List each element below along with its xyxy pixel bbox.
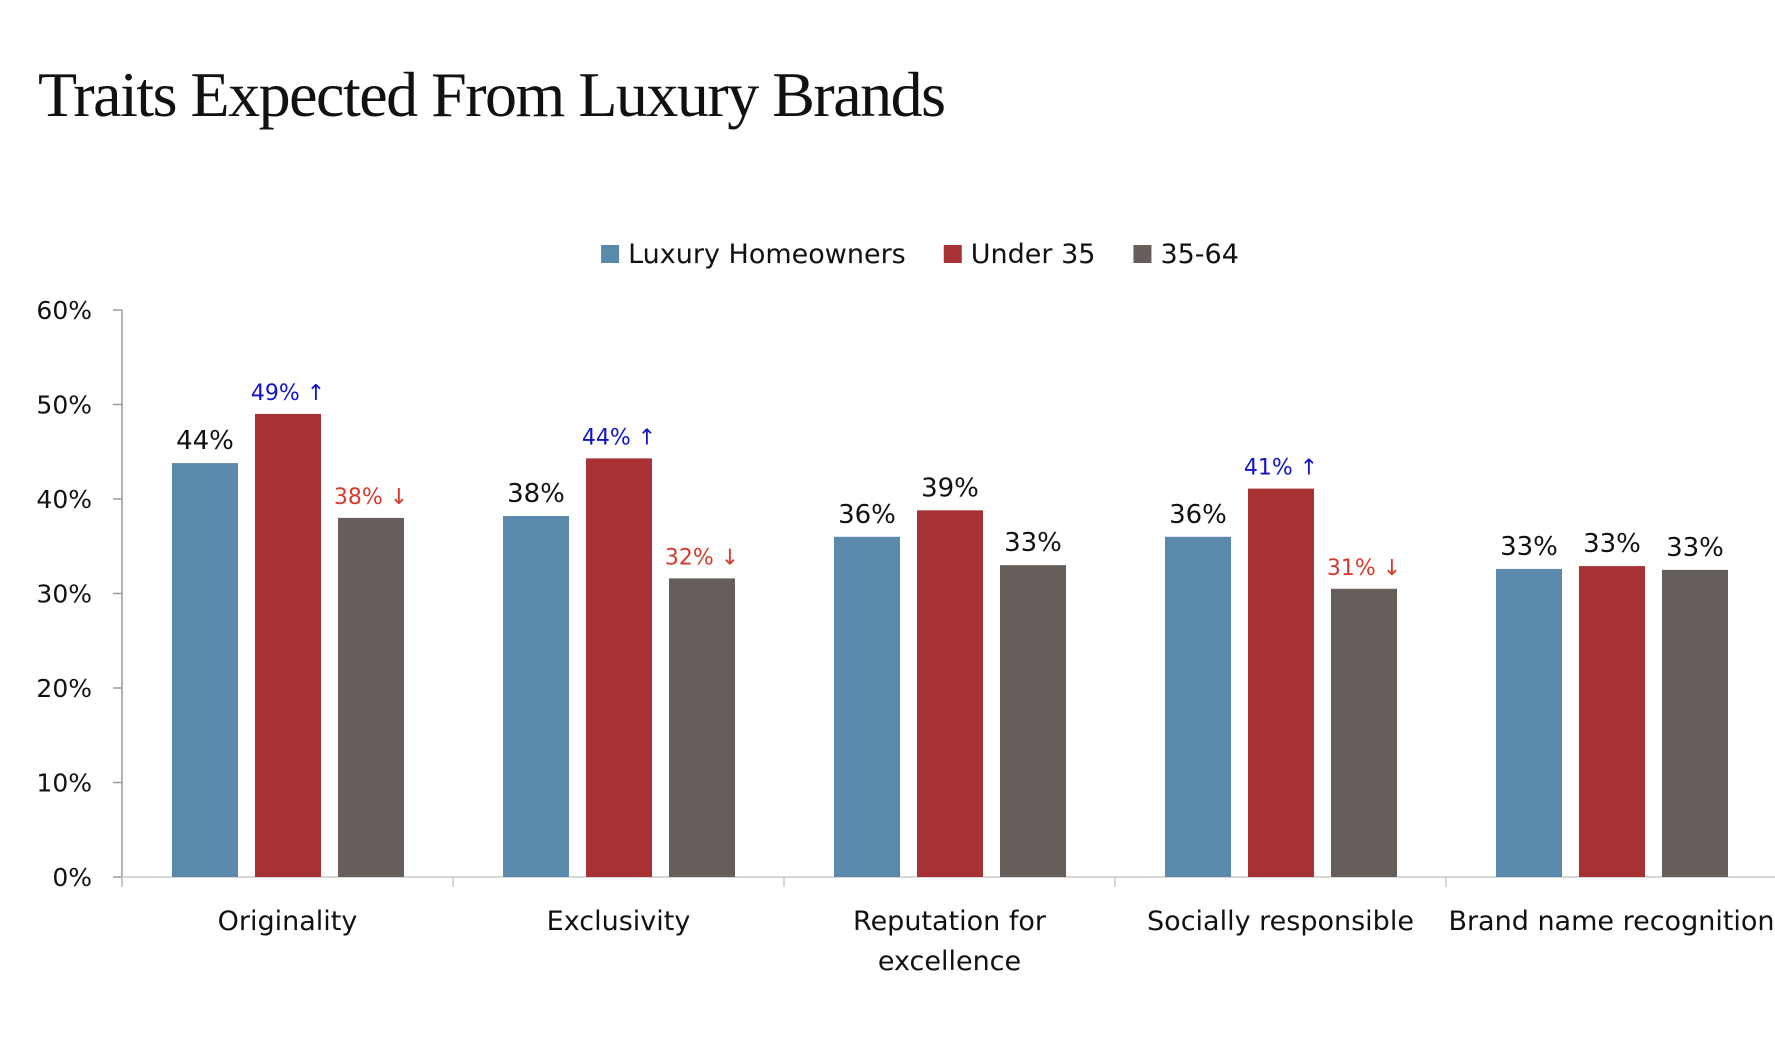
y-tick-label: 0% <box>52 863 92 892</box>
data-label: 39% <box>921 473 979 503</box>
bar <box>172 463 238 877</box>
y-axis: 0% 10% 20% 30% 40% 50% 60% <box>36 296 123 892</box>
x-category-label: Originality <box>218 906 358 937</box>
y-tick-label: 10% <box>36 769 92 798</box>
legend-swatch <box>601 245 620 263</box>
data-label: 38% <box>507 479 565 509</box>
x-category-label-line: Socially responsible <box>1147 906 1414 937</box>
x-category-label: Socially responsible <box>1147 906 1414 937</box>
x-category-label: Reputation for excellence <box>853 906 1047 977</box>
bar <box>338 517 404 877</box>
y-tick-label: 30% <box>36 580 92 609</box>
data-label: 36% <box>1169 500 1227 530</box>
x-category-label-line: Brand name recognition <box>1448 906 1774 937</box>
bar <box>1331 588 1397 877</box>
bar <box>1248 488 1314 877</box>
data-labels: 44% 38% 36% 36% 33% 49% ↑ 44% ↑ 39% 41% ↑ 33% 38% … <box>176 381 1724 581</box>
x-category-label-line: Reputation for <box>853 906 1047 937</box>
data-label: 31% ↓ <box>1327 556 1401 581</box>
data-label: 36% <box>838 500 896 530</box>
bar <box>503 516 569 877</box>
y-tick-label: 40% <box>36 485 92 514</box>
data-label: 38% ↓ <box>334 485 408 510</box>
x-axis: Originality Exclusivity Reputation for exce… <box>121 876 1775 977</box>
x-category-label-line: Originality <box>218 906 358 937</box>
data-label: 49% ↑ <box>251 381 325 406</box>
data-label: 32% ↓ <box>665 545 739 570</box>
legend-label: Under 35 <box>971 239 1096 270</box>
data-label: 33% <box>1004 528 1062 558</box>
data-label: 33% <box>1666 533 1724 563</box>
y-tick-label: 20% <box>36 674 92 703</box>
x-category-label: Exclusivity <box>547 906 691 937</box>
x-category-label-line: excellence <box>878 946 1021 977</box>
bar <box>1000 565 1066 877</box>
x-category-label-line: Exclusivity <box>547 906 691 937</box>
data-label: 44% <box>176 426 234 456</box>
bar <box>1496 568 1562 877</box>
bar <box>669 578 735 877</box>
legend-swatch <box>1133 245 1152 263</box>
bar <box>917 510 983 877</box>
y-tick-label: 60% <box>36 296 92 325</box>
bar <box>1662 569 1728 877</box>
data-label: 41% ↑ <box>1244 456 1318 481</box>
legend-label: 35-64 <box>1160 239 1238 270</box>
x-category-label: Brand name recognition <box>1448 906 1774 937</box>
legend: Luxury Homeowners Under 35 35-64 <box>601 239 1239 270</box>
bar <box>255 413 321 877</box>
data-label: 33% <box>1500 532 1558 562</box>
chart-title: Traits Expected From Luxury Brands <box>38 59 946 130</box>
bar <box>1165 536 1231 877</box>
legend-swatch <box>943 245 962 263</box>
data-label: 33% <box>1583 529 1641 559</box>
data-label: 44% ↑ <box>582 425 656 450</box>
bar <box>834 536 900 877</box>
legend-label: Luxury Homeowners <box>628 239 906 270</box>
bar <box>1579 566 1645 877</box>
y-tick-label: 50% <box>36 391 92 420</box>
bars <box>172 413 1728 877</box>
bar <box>586 458 652 877</box>
